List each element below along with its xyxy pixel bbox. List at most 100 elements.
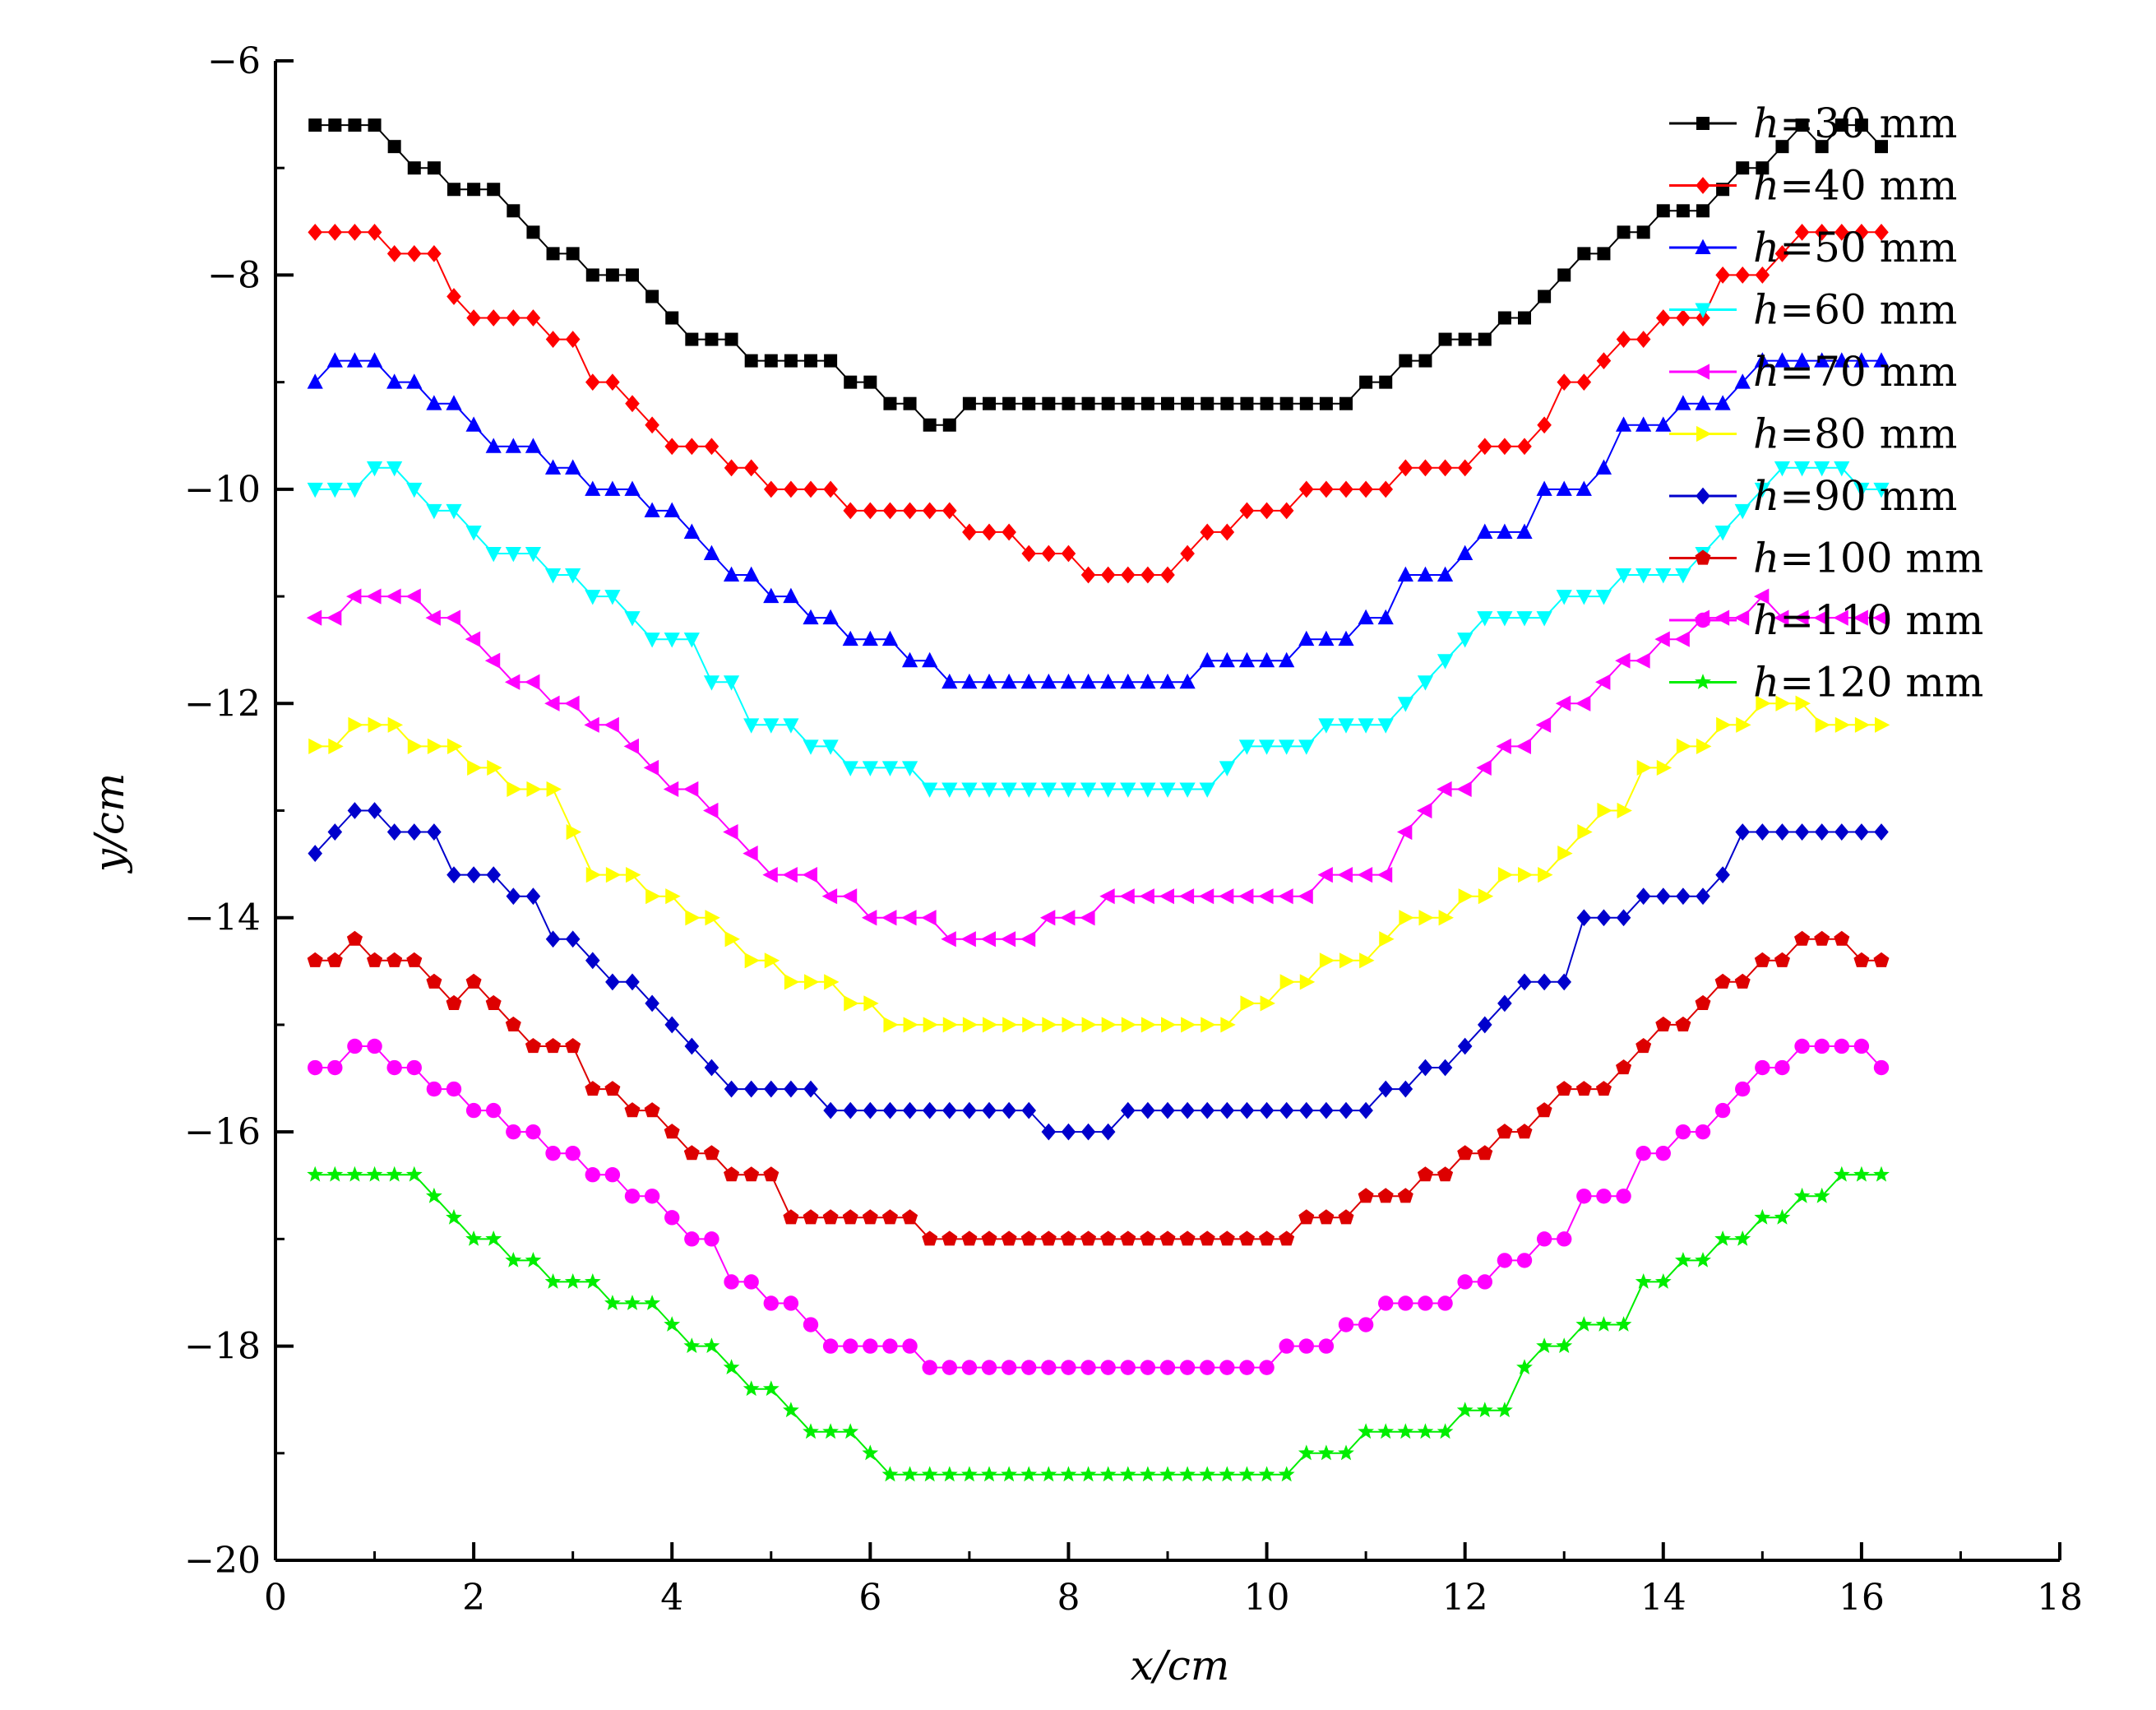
data-point: [1715, 866, 1730, 884]
data-point: [763, 1295, 779, 1311]
data-point: [585, 480, 601, 496]
data-point: [763, 587, 780, 604]
data-point: [763, 480, 779, 498]
data-point: [1218, 888, 1234, 905]
data-point: [1535, 716, 1552, 733]
data-point: [941, 931, 956, 948]
data-point: [863, 1338, 878, 1354]
data-point: [1338, 1444, 1354, 1461]
data-point: [822, 1209, 839, 1225]
data-point: [1654, 631, 1670, 647]
data-point: [308, 738, 324, 754]
data-point: [1279, 739, 1295, 755]
data-point: [1359, 375, 1373, 389]
data-point: [1696, 117, 1710, 130]
data-point: [446, 866, 461, 884]
data-point: [1119, 1466, 1136, 1482]
data-point: [1595, 674, 1611, 690]
data-point: [1378, 1080, 1394, 1098]
data-point: [1596, 1189, 1612, 1204]
data-point: [625, 973, 640, 991]
data-point: [743, 845, 758, 862]
data-point: [842, 1423, 859, 1439]
data-point: [1001, 782, 1017, 798]
data-point: [326, 1165, 344, 1182]
data-point: [1399, 354, 1413, 368]
data-point: [961, 1466, 978, 1482]
data-point: [1516, 1253, 1533, 1268]
data-point: [467, 759, 483, 776]
data-point: [1636, 331, 1651, 348]
data-point: [764, 354, 778, 368]
data-point: [1497, 867, 1514, 883]
data-point: [1180, 1101, 1195, 1119]
data-point: [1060, 782, 1077, 798]
data-point: [1337, 867, 1353, 883]
data-point: [1022, 1017, 1038, 1033]
data-point: [983, 396, 996, 410]
data-point: [1854, 223, 1869, 241]
data-point: [784, 1080, 798, 1098]
data-point: [1675, 395, 1691, 410]
data-point: [1139, 888, 1154, 905]
data-point: [704, 1059, 719, 1077]
data-point: [1238, 888, 1254, 905]
data-point: [1597, 247, 1611, 261]
data-point: [465, 1230, 482, 1246]
data-point: [1279, 1338, 1294, 1354]
data-point: [1834, 118, 1848, 132]
data-point: [1655, 1016, 1672, 1031]
legend-label: h=120 mm: [1753, 659, 1983, 707]
data-point: [1339, 480, 1353, 498]
data-point: [1159, 888, 1174, 905]
data-point: [1060, 673, 1077, 689]
data-point: [1774, 461, 1791, 477]
data-point: [1258, 888, 1274, 905]
data-point: [901, 761, 918, 776]
data-point: [683, 1337, 701, 1353]
data-point: [1456, 1402, 1474, 1418]
data-point: [1080, 1360, 1096, 1375]
data-point: [1714, 973, 1731, 989]
series-3: [307, 352, 1890, 689]
data-point: [844, 995, 859, 1012]
data-point: [664, 1016, 680, 1034]
data-point: [664, 1210, 680, 1226]
data-point: [1814, 823, 1830, 841]
data-point: [1279, 974, 1296, 990]
data-point: [902, 1209, 918, 1225]
data-point: [1101, 1017, 1117, 1033]
data-point: [743, 1080, 759, 1098]
data-point: [1417, 566, 1434, 582]
data-point: [1140, 1230, 1156, 1246]
data-point: [1437, 654, 1454, 670]
data-point: [1615, 568, 1632, 584]
data-point: [1813, 1187, 1830, 1203]
data-point: [743, 1380, 760, 1397]
data-point: [465, 1102, 482, 1119]
data-point: [427, 244, 442, 262]
data-point: [1814, 352, 1830, 368]
data-point: [1736, 716, 1751, 733]
data-point: [386, 1165, 403, 1182]
y-tick-label: −16: [184, 1111, 261, 1153]
data-point: [1536, 611, 1552, 627]
data-point: [1538, 867, 1553, 883]
data-point: [1062, 1017, 1077, 1033]
data-point: [1219, 651, 1235, 668]
data-point: [465, 973, 482, 989]
data-point: [1794, 823, 1810, 841]
data-point: [366, 1165, 383, 1182]
data-point: [1021, 1101, 1037, 1119]
data-point: [1754, 352, 1770, 368]
series-line: [315, 123, 1882, 426]
data-point: [1556, 590, 1572, 605]
data-point: [803, 1423, 819, 1439]
data-point: [1834, 716, 1851, 733]
data-point: [1100, 1123, 1116, 1141]
data-point: [1358, 1101, 1373, 1119]
data-point: [922, 1101, 937, 1119]
data-point: [1676, 204, 1690, 218]
data-point: [624, 480, 641, 496]
data-point: [942, 1101, 957, 1119]
